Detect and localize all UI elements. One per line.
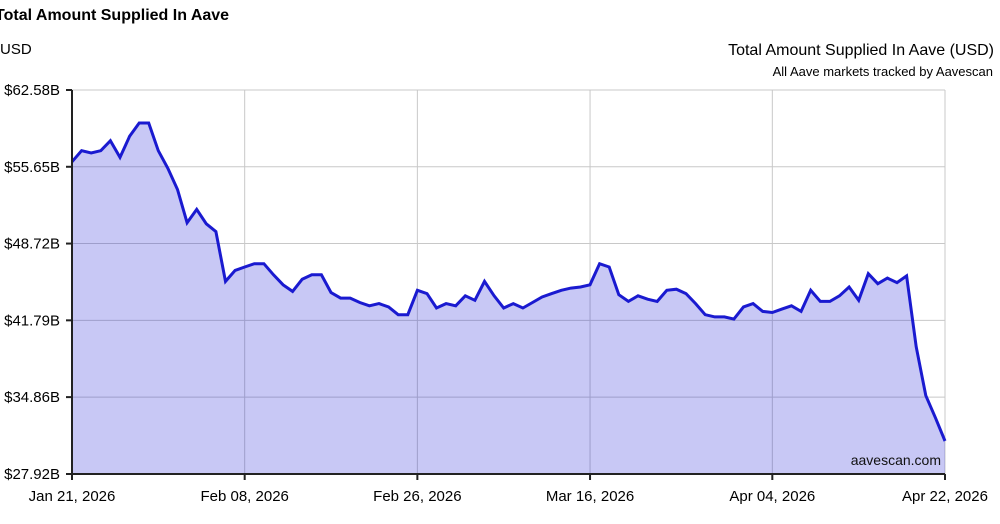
y-tick-label: $48.72B: [4, 236, 60, 253]
x-tick-label: Jan 21, 2026: [29, 488, 116, 505]
x-tick-label: Apr 22, 2026: [902, 488, 988, 505]
chart-title: Total Amount Supplied In Aave (USD): [728, 42, 994, 59]
y-tick-label: $34.86B: [4, 389, 60, 406]
x-tick-label: Feb 08, 2026: [200, 488, 288, 505]
chart-subtitle: All Aave markets tracked by Aavescan: [772, 64, 993, 79]
x-tick-label: Apr 04, 2026: [729, 488, 815, 505]
y-tick-label: $27.92B: [4, 466, 60, 483]
y-tick-label: $62.58B: [4, 82, 60, 99]
x-tick-label: Mar 16, 2026: [546, 488, 634, 505]
x-tick-label: Feb 26, 2026: [373, 488, 461, 505]
watermark: aavescan.com: [850, 452, 941, 468]
y-tick-label: $55.65B: [4, 159, 60, 176]
y-axis-unit-label: USD: [0, 41, 32, 58]
series-line: [70, 121, 947, 442]
area-fill: [72, 123, 945, 474]
y-tick-label: $41.79B: [4, 312, 60, 329]
page-title: Total Amount Supplied In Aave: [0, 7, 230, 24]
